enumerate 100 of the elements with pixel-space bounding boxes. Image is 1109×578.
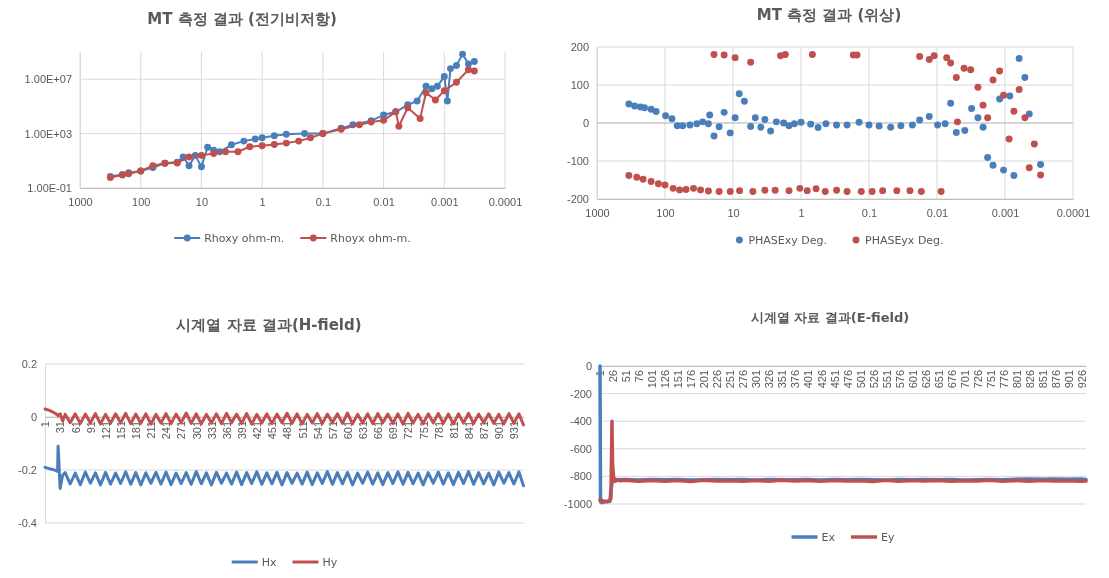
chart-title: MT 측정 결과 (위상) (756, 6, 902, 24)
x-tick-label: 331 (205, 421, 218, 440)
x-tick-label: 551 (880, 370, 893, 389)
x-tick-label: 401 (802, 370, 815, 389)
y-tick-label: 100 (570, 79, 589, 92)
x-tick-label: 100 (132, 195, 151, 208)
x-tick-label: 811 (447, 421, 460, 439)
legend-label: Rhoyx ohm-m. (330, 231, 411, 245)
x-tick-label: 576 (893, 370, 906, 389)
y-tick-label: -100 (566, 155, 589, 168)
x-tick-label: 0.0001 (1056, 206, 1091, 219)
x-tick-label: 841 (462, 421, 475, 440)
x-tick-label: 426 (815, 370, 828, 389)
x-tick-label: 226 (711, 370, 724, 389)
y-tick-label: -200 (569, 387, 592, 400)
chart-title: 시계열 자료 결과(H-field) (176, 316, 362, 334)
x-tick-label: 1 (798, 206, 805, 219)
y-tick-label: -200 (566, 193, 589, 206)
x-tick-label: 1 (39, 421, 52, 428)
x-tick-label: 476 (841, 370, 854, 389)
legend-label: Rhoxy ohm-m. (204, 231, 285, 245)
y-tick-label: 0.2 (21, 358, 37, 371)
x-tick-label: 151 (672, 370, 685, 389)
x-tick-label: 241 (160, 421, 173, 440)
x-tick-label: 726 (971, 370, 984, 389)
x-tick-label: 901 (493, 421, 506, 440)
x-tick-label: 901 (1062, 370, 1075, 389)
x-tick-label: 601 (906, 370, 919, 389)
x-tick-label: 751 (984, 370, 997, 389)
y-tick-label: -0.4 (18, 517, 37, 530)
x-tick-label: 151 (114, 421, 127, 440)
x-tick-label: 201 (698, 370, 711, 389)
y-tick-label: -0.2 (18, 464, 37, 477)
x-tick-label: 361 (220, 421, 233, 440)
x-tick-label: 0.001 (991, 206, 1020, 219)
legend-label: PHASEyx Deg. (865, 233, 944, 247)
x-tick-label: 601 (341, 421, 354, 440)
x-tick-label: 651 (932, 370, 945, 389)
legend-label: Hx (261, 555, 277, 569)
x-tick-label: 871 (478, 421, 491, 440)
y-tick-label: -800 (569, 470, 592, 483)
x-tick-label: 0.01 (373, 195, 395, 208)
x-tick-label: 801 (1010, 370, 1023, 389)
x-tick-label: 181 (130, 421, 143, 440)
x-tick-label: 826 (1023, 370, 1036, 389)
x-tick-label: 691 (387, 421, 400, 440)
x-tick-label: 0.1 (861, 206, 878, 219)
x-tick-label: 31 (54, 421, 67, 434)
x-tick-label: 376 (789, 370, 802, 389)
x-tick-label: 271 (175, 421, 188, 440)
y-tick-label: -600 (569, 442, 592, 455)
x-tick-label: 776 (997, 370, 1010, 389)
x-tick-label: 481 (281, 421, 294, 440)
x-tick-label: 926 (1075, 370, 1088, 389)
x-tick-label: 0.001 (431, 195, 459, 208)
x-tick-label: 631 (357, 421, 369, 440)
x-tick-label: 326 (763, 370, 776, 389)
x-tick-label: 721 (402, 421, 415, 440)
y-tick-label: 200 (570, 41, 589, 54)
x-tick-label: 276 (737, 370, 750, 389)
x-tick-label: 76 (633, 370, 646, 383)
x-tick-label: 626 (919, 370, 932, 389)
x-tick-label: 100 (656, 206, 675, 219)
x-tick-label: 0.1 (315, 195, 332, 208)
x-tick-label: 1000 (68, 195, 93, 208)
x-tick-label: 391 (235, 421, 248, 440)
line-series (43, 444, 525, 491)
y-tick-label: 1.00E+07 (24, 73, 72, 86)
x-tick-label: 511 (296, 421, 309, 439)
x-tick-label: 701 (958, 370, 971, 389)
x-tick-label: 851 (1036, 370, 1049, 389)
x-tick-label: 126 (659, 370, 672, 389)
x-tick-label: 661 (372, 421, 385, 440)
y-tick-label: 1.00E-01 (27, 182, 72, 195)
y-tick-label: 0 (30, 411, 37, 424)
x-tick-label: 1 (259, 195, 266, 208)
x-tick-label: 421 (251, 421, 264, 440)
line-series (598, 419, 1088, 504)
x-tick-label: 1 (594, 370, 607, 377)
x-tick-label: 1000 (585, 206, 610, 219)
x-tick-label: 301 (750, 370, 763, 389)
x-tick-label: 501 (854, 370, 867, 389)
x-tick-label: 91 (84, 421, 97, 434)
legend-label: Ex (821, 530, 836, 544)
y-tick-label: -1000 (563, 498, 592, 511)
chart-title: 시계열 자료 결과(E-field) (750, 310, 910, 325)
y-tick-label: 1.00E+03 (24, 127, 72, 140)
x-tick-label: 251 (724, 370, 737, 389)
legend-label: Hy (322, 555, 338, 569)
legend-label: PHASExy Deg. (748, 233, 827, 247)
x-tick-label: 676 (945, 370, 958, 389)
x-tick-label: 451 (828, 370, 841, 389)
x-tick-label: 931 (508, 421, 521, 440)
x-tick-label: 10 (727, 206, 740, 219)
x-tick-label: 526 (867, 370, 880, 389)
x-tick-label: 101 (646, 370, 659, 389)
x-tick-label: 781 (432, 421, 445, 440)
y-tick-label: 0 (585, 360, 592, 373)
x-tick-label: 0.0001 (488, 195, 523, 208)
x-tick-label: 121 (99, 421, 112, 440)
